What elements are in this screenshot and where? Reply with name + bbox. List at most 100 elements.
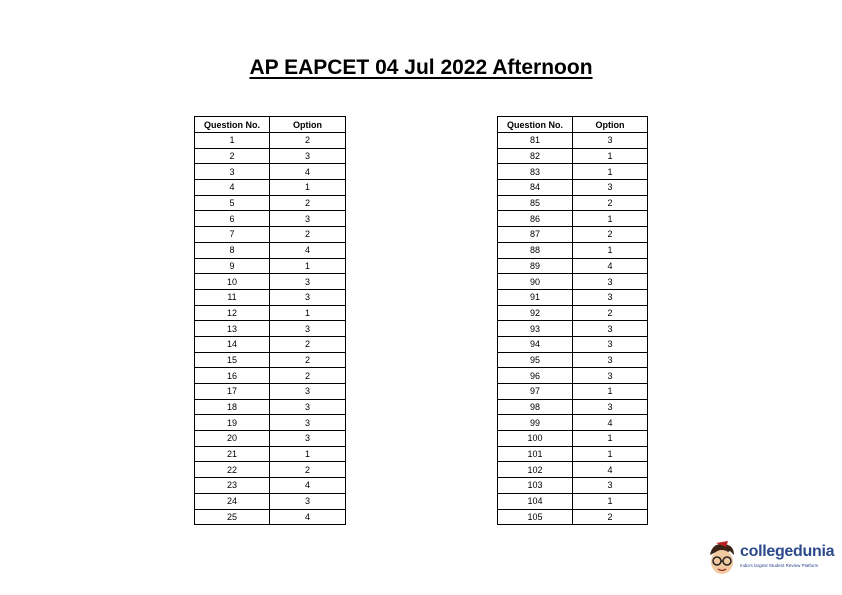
question-number-cell: 90: [497, 273, 573, 290]
option-cell: 2: [572, 304, 648, 322]
table-row: 102 4: [497, 461, 648, 479]
collegedunia-logo: collegedunia India's largest Student Rev…: [706, 541, 842, 581]
table-row: 17 3: [194, 383, 346, 400]
option-cell: 4: [269, 508, 346, 526]
column-header-question: Question No.: [497, 116, 573, 133]
table-row: 16 2: [194, 367, 346, 384]
option-cell: 2: [269, 194, 346, 212]
option-cell: 1: [572, 147, 648, 165]
option-cell: 2: [269, 132, 346, 149]
question-number-cell: 9: [194, 257, 270, 275]
table-row: 99 4: [497, 414, 648, 432]
option-cell: 1: [572, 210, 648, 228]
table-row: 89 4: [497, 257, 648, 275]
option-cell: 1: [572, 163, 648, 181]
logo-wordmark: collegedunia: [740, 543, 835, 560]
answer-key-table-left: Question No. Option 1 2 2 3 3 4 4 1 5 2 6 3 7 2 8 4 9 1 10…: [194, 116, 346, 526]
question-number-cell: 4: [194, 179, 270, 196]
table-row: 90 3: [497, 273, 648, 290]
question-number-cell: 15: [194, 351, 270, 369]
question-number-cell: 2: [194, 147, 270, 165]
table-row: 10 3: [194, 273, 346, 290]
logo-tagline: India's largest Student Review Platform: [740, 563, 819, 568]
option-cell: 3: [572, 179, 648, 196]
option-cell: 4: [572, 461, 648, 479]
table-row: 14 2: [194, 335, 346, 353]
option-cell: 2: [269, 461, 346, 479]
question-number-cell: 12: [194, 304, 270, 322]
option-cell: 4: [572, 257, 648, 275]
table-row: 84 3: [497, 179, 648, 196]
question-number-cell: 84: [497, 179, 573, 196]
question-number-cell: 20: [194, 430, 270, 447]
question-number-cell: 22: [194, 461, 270, 479]
table-row: 103 3: [497, 477, 648, 494]
table-row: 81 3: [497, 132, 648, 149]
table-row: 83 1: [497, 163, 648, 181]
question-number-cell: 21: [194, 445, 270, 463]
option-cell: 3: [269, 320, 346, 337]
question-number-cell: 85: [497, 194, 573, 212]
table-row: 85 2: [497, 194, 648, 212]
table-row: 86 1: [497, 210, 648, 228]
question-number-cell: 7: [194, 226, 270, 243]
option-cell: 3: [572, 132, 648, 149]
page-title: AP EAPCET 04 Jul 2022 Afternoon: [249, 56, 593, 79]
option-cell: 2: [269, 226, 346, 243]
option-cell: 2: [269, 335, 346, 353]
question-number-cell: 25: [194, 508, 270, 526]
option-cell: 3: [269, 273, 346, 290]
question-number-cell: 93: [497, 320, 573, 337]
question-number-cell: 97: [497, 383, 573, 400]
question-number-cell: 88: [497, 241, 573, 259]
table-row: 21 1: [194, 445, 346, 463]
option-cell: 3: [572, 288, 648, 306]
table-row: 100 1: [497, 430, 648, 447]
question-number-cell: 3: [194, 163, 270, 181]
answer-key-table-right: Question No. Option 81 3 82 1 83 1 84 3 85 2 86 1 87…: [497, 116, 648, 526]
question-number-cell: 24: [194, 492, 270, 510]
option-cell: 1: [269, 179, 346, 196]
table-row: 105 2: [497, 508, 648, 526]
question-number-cell: 103: [497, 477, 573, 494]
option-cell: 3: [269, 430, 346, 447]
option-cell: 3: [572, 398, 648, 416]
option-cell: 4: [269, 477, 346, 494]
mascot-icon: [710, 541, 734, 574]
question-number-cell: 13: [194, 320, 270, 337]
option-cell: 1: [269, 304, 346, 322]
option-cell: 1: [572, 430, 648, 447]
table-row: 92 2: [497, 304, 648, 322]
table-row: 22 2: [194, 461, 346, 479]
option-cell: 4: [269, 163, 346, 181]
option-cell: 3: [269, 492, 346, 510]
option-cell: 3: [269, 147, 346, 165]
table-row: 23 4: [194, 477, 346, 494]
question-number-cell: 94: [497, 335, 573, 353]
option-cell: 3: [269, 288, 346, 306]
option-cell: 3: [572, 320, 648, 337]
question-number-cell: 83: [497, 163, 573, 181]
option-cell: 4: [269, 241, 346, 259]
option-cell: 1: [269, 445, 346, 463]
option-cell: 2: [269, 367, 346, 384]
question-number-cell: 95: [497, 351, 573, 369]
table-row: 91 3: [497, 288, 648, 306]
question-number-cell: 102: [497, 461, 573, 479]
table-row: 104 1: [497, 492, 648, 510]
question-number-cell: 101: [497, 445, 573, 463]
question-number-cell: 96: [497, 367, 573, 384]
table-row: 13 3: [194, 320, 346, 337]
table-row: 96 3: [497, 367, 648, 384]
option-cell: 1: [572, 445, 648, 463]
question-number-cell: 19: [194, 414, 270, 432]
option-cell: 1: [269, 257, 346, 275]
option-cell: 2: [572, 194, 648, 212]
column-header-option: Option: [572, 116, 648, 133]
